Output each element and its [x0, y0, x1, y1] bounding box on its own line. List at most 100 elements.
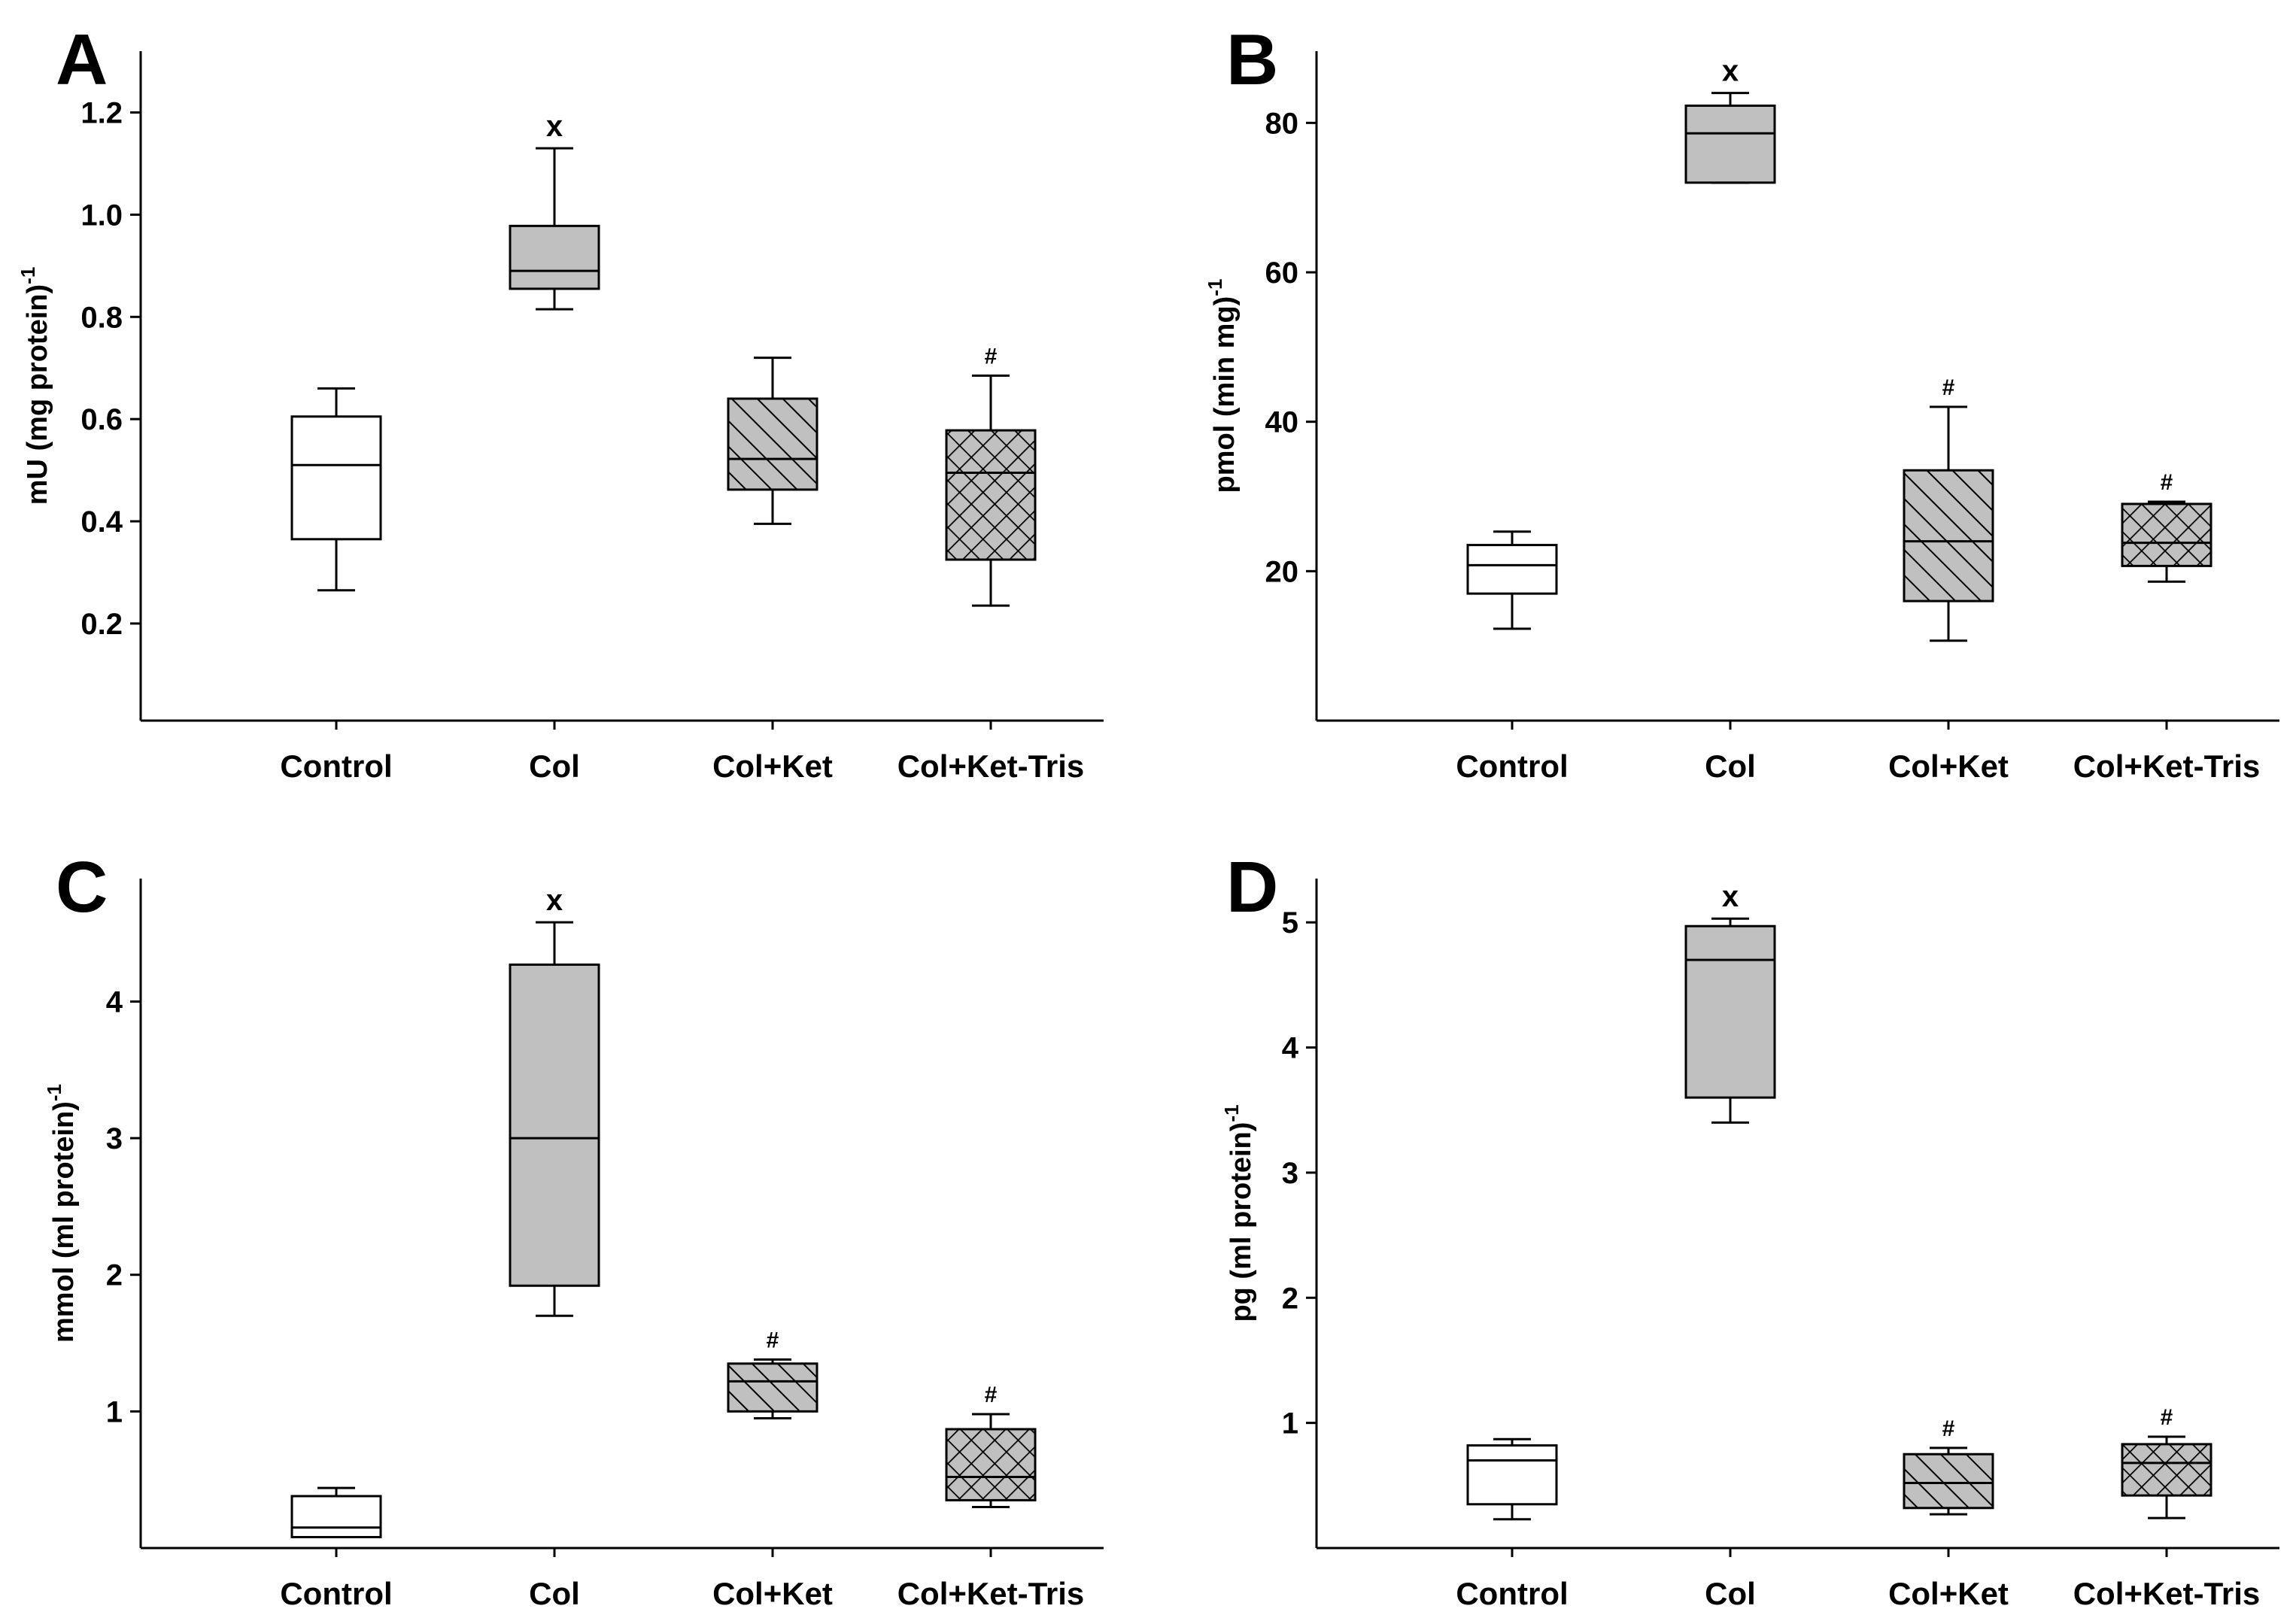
- y-tick-label: 1: [106, 1395, 123, 1428]
- y-axis-title-text: pmol (min mg): [1209, 296, 1241, 493]
- box-body: [945, 429, 1037, 561]
- box-body: [290, 1495, 382, 1538]
- y-tick-label: 60: [1265, 257, 1299, 290]
- significance-marker: x: [1722, 55, 1739, 88]
- significance-marker: #: [767, 1328, 779, 1352]
- box-col-ket: [727, 357, 818, 525]
- significance-marker: #: [1942, 1416, 1955, 1441]
- x-category-label: Col+Ket: [1888, 1576, 2009, 1611]
- significance-marker: #: [1942, 375, 1955, 400]
- box-control: [290, 387, 382, 592]
- x-category-label: Col: [529, 748, 580, 784]
- panel-c: C 1 2 3 4 mmol (ml protein)-1 Control x Col # Col+…: [43, 847, 1104, 1611]
- significance-marker: #: [985, 344, 998, 369]
- significance-marker: #: [2161, 470, 2173, 495]
- y-axis-title: mU (mg protein)-1: [17, 267, 53, 505]
- y-tick-label: 4: [1282, 1032, 1299, 1065]
- y-axis-title: pmol (min mg)-1: [1204, 279, 1241, 493]
- y-axis-title: pg (ml protein)-1: [1220, 1104, 1257, 1322]
- y-axis-title-superscript: -1: [1204, 279, 1226, 296]
- y-axis-title-superscript: -1: [43, 1084, 65, 1101]
- box-col: x: [1684, 880, 1776, 1124]
- x-category-label: Col+Ket: [1888, 748, 2009, 784]
- box-col: x: [509, 884, 600, 1317]
- box-col: x: [1684, 55, 1776, 184]
- panel-letter: D: [1226, 847, 1278, 927]
- y-tick-label: 0.2: [80, 608, 123, 641]
- y-tick-label: 1.2: [80, 97, 123, 130]
- x-category-label: Col: [1705, 1576, 1756, 1611]
- y-tick-label: 0.4: [80, 505, 123, 539]
- x-category-label: Control: [280, 1576, 392, 1611]
- y-axis-title-text: mmol (ml protein): [48, 1101, 80, 1343]
- box-body: [727, 397, 818, 491]
- significance-marker: x: [1722, 880, 1739, 913]
- y-tick-label: 3: [1282, 1157, 1298, 1190]
- box-body: [509, 963, 600, 1287]
- significance-marker: #: [2161, 1405, 2173, 1430]
- y-axis-title-text: pg (ml protein): [1225, 1122, 1257, 1322]
- y-axis-title-superscript: -1: [17, 267, 39, 284]
- x-category-label: Col: [529, 1576, 580, 1611]
- box-body: [290, 415, 382, 541]
- box-col: x: [509, 110, 600, 311]
- y-tick-label: 40: [1265, 406, 1299, 439]
- box-control: [1466, 1437, 1558, 1521]
- y-tick-label: 1: [1282, 1407, 1298, 1440]
- y-tick-label: 80: [1265, 107, 1299, 140]
- x-category-label: Control: [280, 748, 392, 784]
- y-tick-label: 2: [1282, 1282, 1298, 1315]
- box-body: [1903, 1453, 1994, 1510]
- box-body: [509, 224, 600, 290]
- box-body: [1466, 1444, 1558, 1506]
- y-tick-label: 5: [1282, 906, 1298, 940]
- box-col-ket: #: [1903, 1416, 1994, 1516]
- significance-marker: x: [546, 110, 563, 143]
- box-col-ket: #: [727, 1328, 818, 1419]
- box-body: [1466, 544, 1558, 595]
- box-body: [1684, 924, 1776, 1099]
- panels-group: A0.20.40.60.81.01.2mU (mg protein)-1Cont…: [17, 20, 2279, 1611]
- y-tick-label: 4: [106, 985, 123, 1018]
- y-tick-label: 20: [1265, 555, 1299, 588]
- panel-b: B 20 40 60 80 pmol (min mg)-1 Control x Col # Col+…: [1204, 20, 2279, 784]
- x-category-label: Col+Ket: [712, 1576, 833, 1611]
- x-category-label: Col+Ket-Tris: [2073, 1576, 2261, 1611]
- panel-letter: B: [1226, 20, 1278, 100]
- box-body: [2121, 502, 2212, 567]
- box-col-ket-tris: #: [2121, 1405, 2212, 1519]
- box-body: [1903, 469, 1994, 603]
- box-col-ket-tris: #: [2121, 470, 2212, 583]
- y-tick-label: 1.0: [80, 199, 123, 232]
- panel-letter: A: [56, 20, 108, 100]
- y-tick-label: 2: [106, 1259, 123, 1292]
- y-tick-label: 0.6: [80, 403, 123, 436]
- x-category-label: Control: [1456, 748, 1568, 784]
- box-col-ket: #: [1903, 375, 1994, 642]
- box-col-ket-tris: #: [945, 344, 1037, 607]
- x-category-label: Col+Ket-Tris: [897, 748, 1085, 784]
- box-control: [290, 1486, 382, 1538]
- significance-marker: x: [546, 884, 563, 917]
- x-category-label: Control: [1456, 1576, 1568, 1611]
- box-body: [945, 1428, 1037, 1501]
- box-body: [1684, 105, 1776, 184]
- box-col-ket-tris: #: [945, 1383, 1037, 1509]
- y-axis-title: mmol (ml protein)-1: [43, 1084, 80, 1343]
- y-axis-title-superscript: -1: [1220, 1104, 1243, 1122]
- x-category-label: Col+Ket-Tris: [2073, 748, 2261, 784]
- panel-letter: C: [56, 847, 108, 927]
- x-category-label: Col: [1705, 748, 1756, 784]
- box-body: [727, 1362, 818, 1413]
- x-category-label: Col+Ket-Tris: [897, 1576, 1085, 1611]
- y-tick-label: 0.8: [80, 301, 123, 334]
- panel-d: D 1 2 3 4 5 pg (ml protein)-1 Control x Col # Col+K…: [1220, 847, 2279, 1611]
- y-tick-label: 3: [106, 1122, 123, 1155]
- panel-a: A 0.2 0.4 0.6 0.8 1.0 1.2 mU (mg protein)-1 Cont…: [17, 20, 1104, 784]
- significance-marker: #: [985, 1383, 998, 1407]
- box-body: [2121, 1443, 2212, 1497]
- y-axis-title-text: mU (mg protein): [22, 284, 53, 505]
- x-category-label: Col+Ket: [712, 748, 833, 784]
- box-control: [1466, 530, 1558, 630]
